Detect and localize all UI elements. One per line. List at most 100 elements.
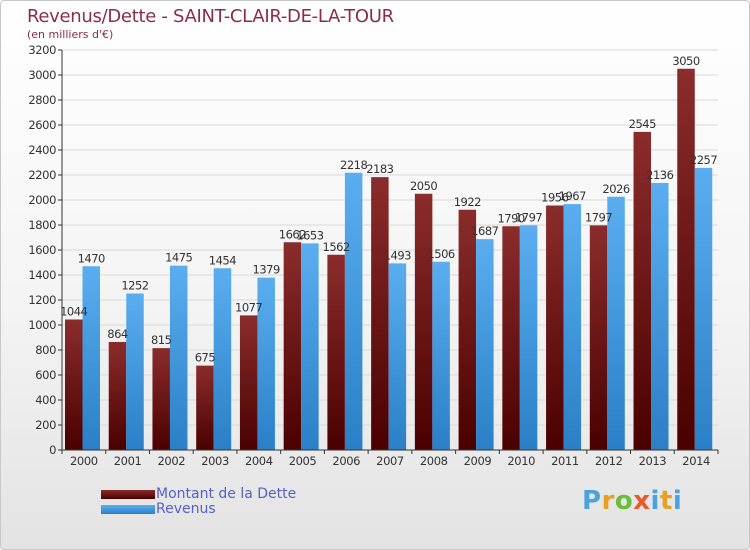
y-tick-label: 0 [49, 443, 56, 457]
data-label-dette: 1797 [585, 210, 612, 224]
x-tick-label: 2013 [639, 454, 667, 468]
x-axis-ticks: 2000 2001 2002 2003 2004 2005 2006 2007 2008 2009… [61, 450, 719, 468]
data-label-dette: 675 [195, 351, 216, 365]
data-label-revenus: 1687 [471, 224, 498, 238]
data-label-dette: 2183 [366, 162, 393, 176]
chart-title: Revenus/Dette - SAINT-CLAIR-DE-LA-TOUR [27, 6, 394, 27]
legend-swatch-dette [101, 490, 155, 499]
bar-revenus [213, 268, 232, 450]
bar-revenus [257, 277, 275, 450]
bar-revenus [694, 167, 713, 450]
y-tick-label: 2800 [28, 93, 56, 107]
legend-swatch-revenus [101, 505, 155, 514]
y-tick-label: 1400 [28, 268, 56, 282]
bars [65, 68, 713, 450]
data-label-dette: 1077 [235, 300, 262, 314]
bar-revenus [169, 265, 188, 450]
bar-revenus [126, 293, 144, 450]
bar-dette [546, 205, 564, 450]
bar-dette [589, 225, 608, 450]
bar-revenus [388, 263, 407, 450]
data-label-dette: 2050 [410, 179, 437, 193]
data-label-revenus: 2026 [602, 182, 629, 196]
data-label-revenus: 1252 [121, 279, 148, 293]
x-tick-label: 2003 [201, 454, 229, 468]
data-label-dette: 1562 [323, 240, 350, 254]
y-tick-label: 600 [35, 368, 56, 382]
x-tick-label: 2007 [376, 454, 404, 468]
data-label-revenus: 1967 [559, 189, 586, 203]
bar-dette [633, 131, 652, 450]
bar-dette [65, 319, 83, 450]
bar-revenus [432, 261, 450, 450]
bar-dette [371, 177, 389, 450]
y-tick-label: 1800 [28, 218, 56, 232]
data-label-revenus: 1797 [515, 210, 542, 224]
y-tick-label: 2200 [28, 168, 56, 182]
bar-dette [414, 193, 433, 450]
bar-dette [458, 209, 477, 450]
y-tick-label: 2000 [28, 193, 56, 207]
data-label-dette: 1044 [60, 305, 87, 319]
y-tick-label: 2600 [28, 118, 56, 132]
data-label-revenus: 1454 [209, 253, 236, 267]
y-tick-label: 1000 [28, 318, 56, 332]
y-tick-label: 1200 [28, 293, 56, 307]
x-tick-label: 2004 [245, 454, 273, 468]
y-axis-ticks: 0 200 400 600 800 1000 1200 1400 1600 1800 2000 220… [28, 43, 62, 457]
x-tick-label: 2002 [157, 454, 185, 468]
bar-dette [327, 254, 345, 450]
data-label-revenus: 1653 [296, 228, 323, 242]
bar-revenus [519, 225, 538, 450]
data-labels: 1044 864 815 675 1077 1662 1562 2183 2050 1922 179… [60, 54, 718, 365]
chart-subtitle: (en milliers d'€) [27, 28, 114, 41]
data-label-revenus: 1475 [165, 251, 192, 265]
proxiti-logo: Proxiti [582, 486, 683, 516]
bar-revenus [651, 183, 669, 450]
data-label-revenus: 2136 [646, 168, 673, 182]
bar-dette [677, 68, 695, 450]
x-tick-label: 2001 [114, 454, 142, 468]
bar-revenus [301, 243, 319, 450]
bar-dette [152, 348, 170, 450]
data-label-dette: 1956 [541, 191, 568, 205]
data-label-dette: 1790 [497, 211, 524, 225]
legend-label-revenus: Revenus [156, 501, 216, 517]
y-tick-label: 3200 [28, 43, 56, 57]
bar-revenus [563, 204, 582, 450]
axes [61, 50, 718, 451]
data-label-revenus: 1470 [78, 251, 105, 265]
data-label-dette: 1662 [279, 227, 306, 241]
data-label-dette: 864 [107, 327, 128, 341]
x-tick-label: 2010 [507, 454, 535, 468]
bar-dette [239, 315, 258, 450]
y-tick-label: 200 [35, 418, 56, 432]
x-tick-label: 2008 [420, 454, 448, 468]
data-label-revenus: 2257 [690, 153, 717, 167]
data-label-dette: 2545 [629, 117, 656, 131]
data-label-dette: 3050 [672, 54, 699, 68]
x-tick-label: 2012 [595, 454, 623, 468]
data-label-revenus: 2218 [340, 158, 367, 172]
bar-dette [196, 365, 214, 450]
data-label-revenus: 1379 [253, 263, 280, 277]
x-tick-label: 2014 [682, 454, 710, 468]
y-tick-label: 3000 [28, 68, 56, 82]
data-label-revenus: 1506 [427, 247, 454, 261]
data-label-revenus: 1493 [384, 248, 411, 262]
x-tick-label: 2011 [551, 454, 579, 468]
y-tick-label: 800 [35, 343, 56, 357]
y-tick-label: 400 [35, 393, 56, 407]
bar-dette [283, 242, 302, 450]
x-tick-label: 2005 [289, 454, 317, 468]
legend-label-dette: Montant de la Dette [156, 486, 297, 502]
bar-dette [108, 342, 127, 450]
bar-dette [502, 226, 520, 450]
y-tick-label: 2400 [28, 143, 56, 157]
bar-revenus [607, 196, 625, 450]
x-tick-label: 2006 [332, 454, 360, 468]
data-label-dette: 1922 [454, 195, 481, 209]
data-label-dette: 815 [151, 333, 172, 347]
y-tick-label: 1600 [28, 243, 56, 257]
